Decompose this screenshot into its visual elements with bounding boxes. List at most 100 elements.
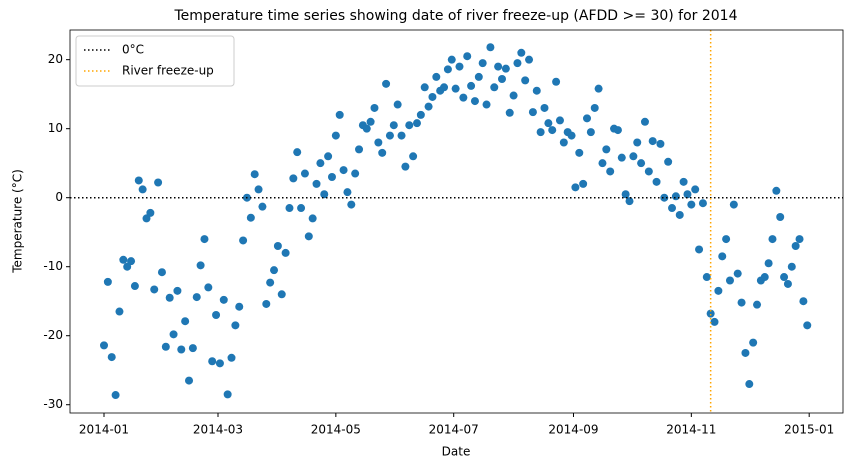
point bbox=[146, 208, 155, 217]
point bbox=[737, 298, 746, 307]
point bbox=[698, 199, 707, 208]
point bbox=[494, 62, 503, 71]
point bbox=[525, 55, 534, 64]
point bbox=[324, 152, 333, 161]
point bbox=[374, 138, 383, 147]
x-tick-label: 2014-03 bbox=[193, 423, 243, 437]
point bbox=[644, 167, 653, 176]
legend-label: 0°C bbox=[122, 43, 144, 57]
point bbox=[583, 114, 592, 123]
point bbox=[695, 245, 704, 254]
point bbox=[420, 83, 429, 92]
point bbox=[239, 236, 248, 245]
point bbox=[753, 300, 762, 309]
point bbox=[300, 169, 309, 178]
point bbox=[652, 177, 661, 186]
point bbox=[625, 197, 634, 206]
point bbox=[474, 72, 483, 81]
point bbox=[733, 269, 742, 278]
point bbox=[579, 179, 588, 188]
point bbox=[509, 91, 518, 100]
point bbox=[598, 159, 607, 168]
point bbox=[297, 204, 306, 213]
point bbox=[613, 126, 622, 135]
point bbox=[254, 185, 263, 194]
point bbox=[355, 145, 364, 154]
point bbox=[517, 48, 526, 57]
point bbox=[606, 167, 615, 176]
point bbox=[544, 119, 553, 128]
y-tick-label: -20 bbox=[43, 328, 63, 342]
point bbox=[401, 162, 410, 171]
y-tick-label: -10 bbox=[43, 259, 63, 273]
point bbox=[150, 285, 159, 294]
point bbox=[165, 293, 174, 302]
point bbox=[409, 152, 418, 161]
point bbox=[729, 200, 738, 209]
legend-box bbox=[75, 35, 235, 87]
point bbox=[119, 255, 128, 264]
y-tick-label: 10 bbox=[48, 121, 63, 135]
point bbox=[440, 83, 449, 92]
point bbox=[505, 108, 514, 117]
point bbox=[246, 213, 255, 222]
point bbox=[571, 183, 580, 192]
x-tick-label: 2014-11 bbox=[666, 423, 716, 437]
point bbox=[231, 321, 240, 330]
point bbox=[629, 152, 638, 161]
y-axis-label: Temperature (°C) bbox=[11, 169, 25, 274]
point bbox=[687, 200, 696, 209]
point bbox=[513, 59, 522, 68]
point bbox=[161, 342, 170, 351]
point bbox=[115, 307, 124, 316]
point bbox=[258, 202, 267, 211]
point bbox=[366, 117, 375, 126]
point bbox=[219, 295, 228, 304]
point bbox=[497, 74, 506, 83]
point bbox=[760, 273, 769, 282]
point bbox=[768, 235, 777, 244]
point bbox=[621, 190, 630, 199]
point bbox=[470, 97, 479, 106]
point bbox=[185, 376, 194, 385]
point bbox=[602, 145, 611, 154]
point bbox=[308, 214, 317, 223]
point bbox=[648, 137, 657, 146]
point bbox=[482, 100, 491, 109]
x-tick-label: 2015-01 bbox=[784, 423, 834, 437]
point bbox=[293, 148, 302, 157]
point bbox=[192, 293, 201, 302]
point bbox=[107, 353, 116, 362]
point bbox=[803, 321, 812, 330]
x-tick-label: 2014-09 bbox=[548, 423, 598, 437]
point bbox=[188, 344, 197, 353]
point bbox=[691, 185, 700, 194]
point bbox=[590, 103, 599, 112]
point bbox=[749, 338, 758, 347]
point bbox=[443, 65, 452, 74]
point bbox=[312, 179, 321, 188]
point bbox=[725, 276, 734, 285]
point bbox=[745, 380, 754, 389]
point bbox=[208, 357, 217, 366]
point bbox=[428, 92, 437, 101]
point bbox=[432, 72, 441, 81]
point bbox=[212, 311, 221, 320]
point bbox=[664, 157, 673, 166]
point bbox=[235, 302, 244, 311]
x-tick-label: 2014-07 bbox=[429, 423, 479, 437]
point bbox=[764, 259, 773, 268]
point bbox=[772, 186, 781, 195]
point bbox=[540, 103, 549, 112]
point bbox=[281, 248, 290, 257]
point bbox=[490, 83, 499, 92]
point bbox=[370, 103, 379, 112]
point bbox=[683, 190, 692, 199]
point bbox=[103, 277, 112, 286]
point bbox=[273, 241, 282, 250]
point bbox=[459, 93, 468, 102]
point bbox=[559, 138, 568, 147]
point bbox=[424, 102, 433, 111]
point bbox=[706, 309, 715, 318]
